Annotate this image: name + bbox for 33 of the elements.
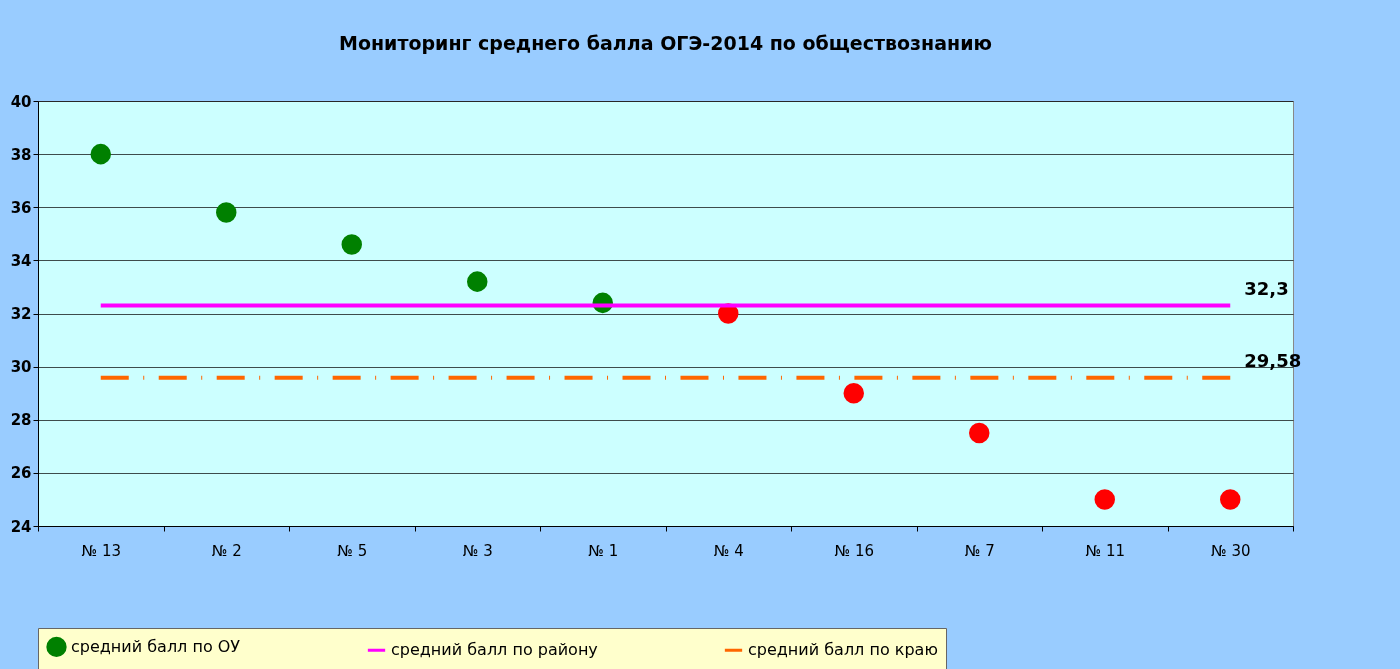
x-tick-label: № 2 (211, 541, 242, 560)
y-tick-label: 28 (10, 411, 32, 430)
point (467, 271, 488, 292)
point (1220, 489, 1241, 510)
point (1094, 489, 1115, 510)
legend-label: средний балл по району (391, 640, 598, 660)
x-tick-label: № 4 (713, 541, 744, 560)
data-label: 32,3 (1244, 277, 1289, 299)
point (90, 143, 111, 165)
x-tick-label: № 5 (337, 541, 368, 560)
x-tick-label: № 16 (834, 541, 874, 560)
y-tick-label: 38 (10, 145, 32, 164)
legend-label: средний балл по краю (748, 640, 938, 660)
y-tick-label: 30 (10, 358, 32, 377)
x-tick-label: № 1 (588, 541, 619, 560)
y-tick-label: 26 (10, 464, 32, 483)
x-tick-label: № 11 (1085, 541, 1125, 560)
x-tick-label: № 7 (964, 541, 995, 560)
y-tick-label: 40 (10, 92, 32, 111)
point (969, 422, 990, 444)
y-tick-label: 36 (10, 198, 32, 217)
y-tick-label: 24 (10, 517, 32, 536)
point (843, 382, 864, 404)
x-tick-label: № 3 (462, 541, 493, 560)
x-tick-label: № 13 (81, 541, 121, 560)
chart-title: Мониторинг среднего балла ОГЭ-2014 по обществознанию (339, 32, 992, 54)
data-label: 29,58 (1244, 349, 1302, 371)
legend-label: средний балл по ОУ (71, 636, 241, 656)
x-tick-label: № 30 (1211, 541, 1251, 560)
point (216, 202, 237, 223)
y-tick-label: 34 (10, 251, 32, 270)
y-tick-label: 32 (10, 305, 32, 323)
point (341, 234, 362, 255)
